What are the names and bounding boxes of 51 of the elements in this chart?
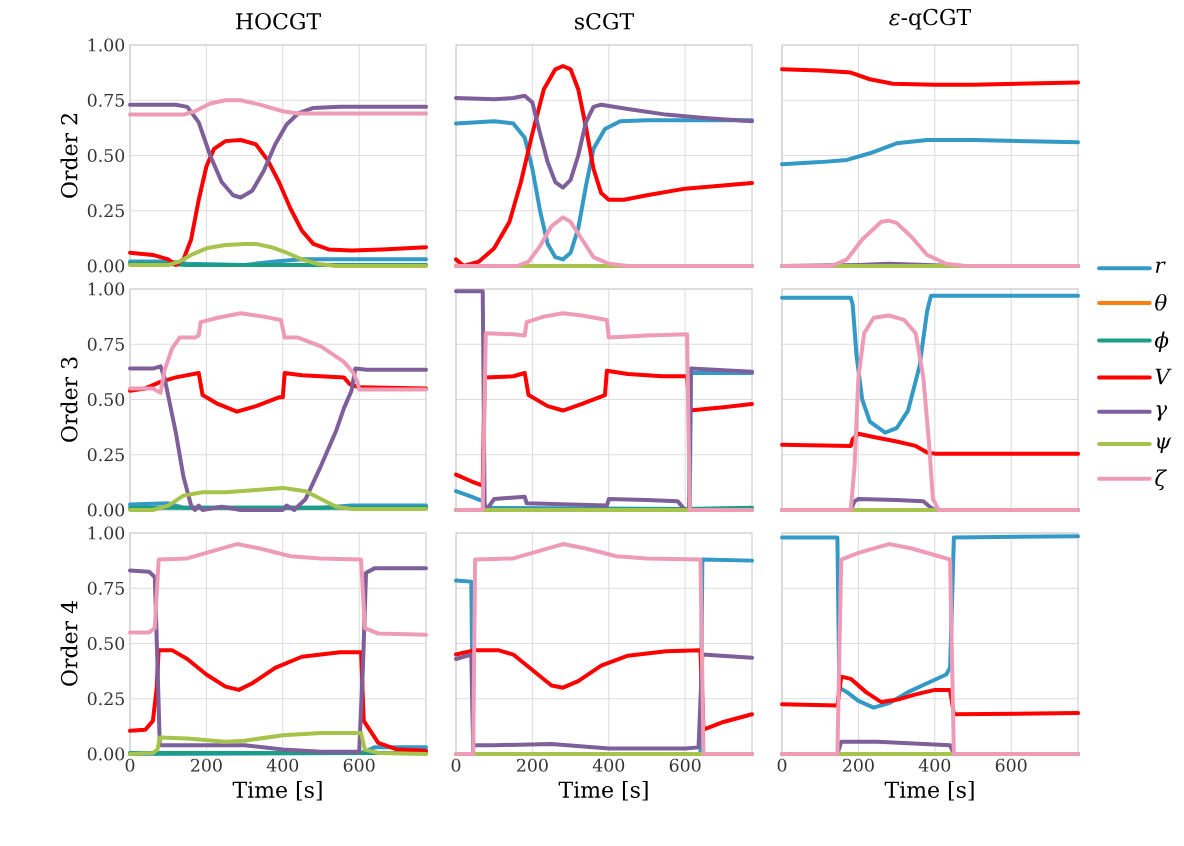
- legend-label: θ: [1155, 293, 1167, 311]
- x-tick-label: 400: [266, 758, 299, 772]
- y-tick-label: 0.50: [87, 148, 125, 163]
- y-tick-label: 0.75: [87, 93, 124, 107]
- y-tick-label: 1.00: [88, 282, 125, 296]
- x-tick-label: 600: [995, 758, 1027, 772]
- legend-label: ϕ: [1154, 331, 1169, 353]
- legend-label: ψ: [1157, 437, 1172, 453]
- x-tick-label: 0: [777, 758, 787, 772]
- y-tick-label: 0.00: [87, 747, 125, 761]
- y-tick-label: 0.25: [87, 204, 124, 218]
- y-axis-title: Order 3: [60, 357, 78, 442]
- chart-title: HOCGT: [236, 12, 321, 30]
- y-tick-label: 0.50: [87, 636, 125, 651]
- x-axis-title: Time [s]: [232, 780, 322, 801]
- y-tick-label: 0.50: [87, 392, 125, 407]
- chart-title: ε-qCGT: [889, 8, 971, 30]
- legend-label: r: [1155, 261, 1166, 273]
- y-tick-label: 1.00: [88, 526, 125, 540]
- line-series: [128, 731, 429, 756]
- y-axis-title: Order 2: [60, 114, 78, 198]
- x-tick-label: 200: [191, 758, 222, 772]
- x-tick-label: 0: [451, 758, 461, 772]
- line-series: [128, 138, 429, 267]
- x-tick-label: 400: [592, 758, 625, 772]
- x-tick-label: 0: [125, 758, 135, 772]
- line-series: [128, 102, 429, 200]
- legend-label: ζ: [1155, 469, 1168, 491]
- y-tick-label: 0.00: [87, 259, 125, 273]
- line-series: [128, 241, 429, 268]
- x-tick-label: 600: [343, 758, 375, 772]
- x-axis-title: Time [s]: [884, 780, 974, 801]
- y-tick-label: 0.25: [87, 448, 124, 462]
- y-tick-label: 0.75: [87, 337, 124, 351]
- x-tick-label: 600: [669, 758, 701, 772]
- line-series: [128, 98, 429, 117]
- line-series: [128, 364, 429, 512]
- legend-label: V: [1155, 368, 1172, 385]
- chart-title: sCGT: [575, 12, 634, 30]
- x-tick-label: 200: [517, 758, 548, 772]
- y-tick-label: 0.75: [87, 581, 124, 595]
- y-tick-label: 0.00: [87, 503, 125, 517]
- y-tick-label: 1.00: [88, 38, 125, 52]
- x-axis-title: Time [s]: [558, 780, 648, 801]
- x-tick-label: 400: [918, 758, 951, 772]
- line-series: [128, 542, 429, 637]
- y-axis-title: Order 4: [60, 601, 78, 686]
- y-tick-label: 0.25: [87, 692, 124, 706]
- legend-label: γ: [1156, 405, 1168, 421]
- line-series: [128, 485, 429, 512]
- x-tick-label: 200: [843, 758, 874, 772]
